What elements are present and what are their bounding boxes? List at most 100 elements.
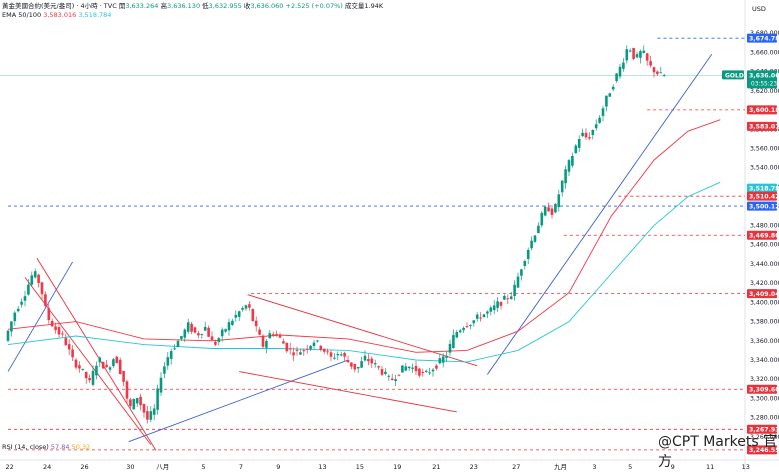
candle-body — [292, 352, 295, 356]
currency-label: USD — [752, 5, 766, 13]
candle-body — [659, 72, 663, 74]
candle-body — [135, 398, 139, 404]
x-tick-label: 13 — [318, 463, 326, 471]
candle-body — [472, 320, 476, 324]
candle-body — [16, 308, 20, 312]
candle-body — [543, 206, 547, 216]
candle-body — [217, 338, 221, 342]
candle-body — [156, 388, 159, 410]
candle-body — [431, 369, 435, 372]
price-label-text: 3,469.805 — [749, 233, 779, 240]
rsi-legend: RSI (14, close) 57.84 50.32 — [2, 443, 90, 451]
x-tick-label: 11 — [706, 463, 714, 471]
candle-body — [312, 342, 316, 346]
candle-body — [639, 51, 642, 58]
candle-body — [622, 62, 625, 69]
price-label-box — [747, 384, 777, 394]
candle-body — [618, 66, 622, 77]
candle-body — [533, 235, 537, 242]
candle-body — [30, 275, 34, 285]
candle-body — [326, 351, 329, 353]
candle-body — [227, 322, 231, 331]
candle-body — [305, 348, 309, 350]
candle-body — [84, 371, 88, 379]
x-tick-label: 30 — [126, 463, 134, 471]
candle-body — [37, 274, 40, 283]
candle-body — [360, 361, 363, 368]
candle-body — [122, 370, 125, 382]
candle-body — [418, 368, 421, 376]
candle-body — [33, 271, 37, 278]
open-value: 3,633.264 — [125, 2, 159, 10]
candle-body — [139, 396, 142, 406]
price-label-text: 3,500.120 — [749, 203, 779, 210]
x-tick-label: 21 — [432, 463, 440, 471]
candle-body — [343, 352, 346, 357]
candle-body — [567, 160, 571, 172]
candle-body — [333, 357, 336, 359]
candle-body — [57, 327, 61, 335]
price-label-text: 3,600.180 — [749, 107, 779, 114]
y-tick-label: 3,420.000 — [750, 280, 779, 287]
candle-body — [649, 61, 652, 66]
candle-body — [176, 340, 180, 348]
y-tick-label: 3,260.000 — [750, 434, 779, 441]
candle-body — [574, 145, 578, 154]
candle-body — [271, 334, 275, 336]
candle-body — [411, 367, 414, 369]
candle-body — [302, 350, 306, 352]
candle-body — [571, 155, 574, 166]
candle-body — [81, 368, 85, 370]
y-tick-label: 3,540.000 — [750, 165, 779, 172]
candle-body — [608, 93, 612, 97]
candle-body — [387, 375, 391, 377]
candle-body — [377, 366, 380, 368]
candle-body — [248, 304, 251, 308]
candle-body — [523, 260, 527, 266]
close-value: 3,636.060 — [250, 2, 284, 10]
candle-body — [625, 49, 629, 61]
candle-body — [183, 329, 187, 338]
candle-body — [594, 124, 598, 129]
price-label-box — [747, 105, 777, 115]
candle-body — [101, 361, 105, 369]
countdown-text: 03:55:23 — [751, 81, 777, 87]
candle-body — [581, 132, 584, 137]
candle-body — [557, 194, 561, 208]
candle-body — [350, 362, 353, 367]
candle-body — [656, 71, 659, 75]
candle-body — [146, 411, 149, 420]
low-label: 低 — [202, 2, 209, 10]
candle-body — [435, 365, 438, 369]
trendline — [247, 294, 478, 367]
candle-body — [105, 364, 108, 368]
price-label-box — [747, 33, 777, 43]
candle-body — [254, 320, 258, 327]
candle-body — [520, 269, 523, 276]
candle-body — [635, 54, 639, 58]
candle-body — [299, 352, 302, 355]
price-label-box — [747, 289, 777, 299]
price-label-box — [747, 191, 777, 201]
candle-body — [584, 132, 588, 138]
chart-header: 黃金美國合約(美元/盎司) · 4小時 · TVC 開3,633.264 高3,… — [2, 2, 383, 20]
candle-body — [142, 404, 146, 413]
candle-body — [428, 372, 431, 374]
price-label-text: 3,583.016 — [749, 124, 779, 131]
candle-body — [370, 358, 374, 364]
candle-body — [499, 301, 503, 306]
y-tick-label: 3,660.000 — [750, 49, 779, 56]
candle-body — [241, 308, 244, 310]
candle-body — [496, 301, 499, 308]
candle-body — [98, 357, 102, 363]
y-tick-label: 3,340.000 — [750, 357, 779, 364]
candle-body — [278, 335, 282, 338]
candle-body — [329, 352, 333, 357]
trendline — [128, 359, 349, 443]
candle-body — [448, 343, 452, 353]
x-tick-label: 15 — [356, 463, 364, 471]
candle-body — [462, 327, 465, 331]
ema-legend-line: EMA 50/100 3,583.016 3,518.784 — [2, 11, 383, 20]
y-tick-label: 3,620.000 — [750, 88, 779, 95]
